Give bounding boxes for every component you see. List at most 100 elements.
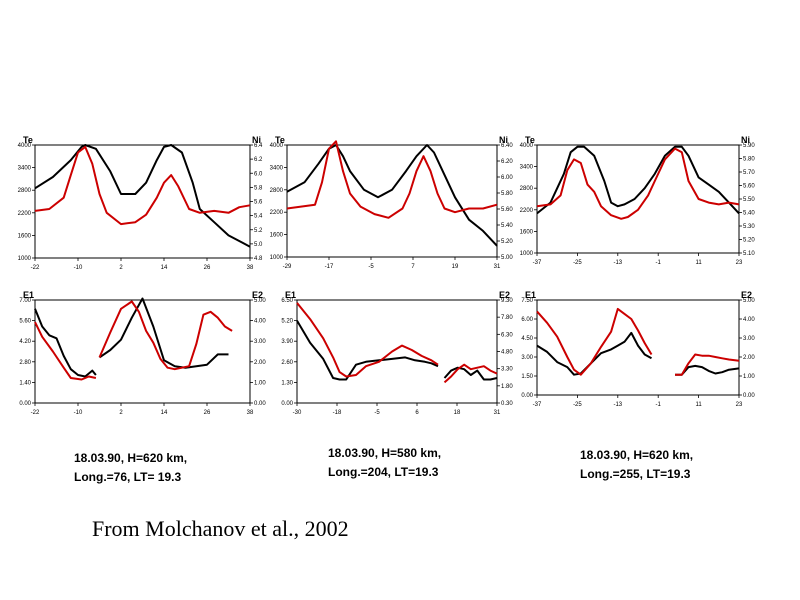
x-tick-label: -22 [31, 265, 40, 271]
caption-left-line2: Long.=76, LT= 19.3 [74, 470, 182, 484]
y-right-tick-label: 6.40 [501, 143, 513, 149]
black-series-line [536, 145, 740, 215]
y-right-tick-label: 4.8 [254, 256, 263, 262]
y-left-tick-label: 1600 [520, 229, 534, 235]
red-series-line [536, 307, 653, 376]
y-right-tick-label: 5.70 [743, 170, 755, 176]
y-left-tick-label: 1.40 [19, 380, 31, 386]
y-left-axis-label: E1 [23, 290, 34, 300]
x-tick-label: -10 [74, 410, 83, 416]
y-left-tick-label: 5.60 [19, 319, 31, 325]
y-right-tick-label: 5.60 [743, 184, 755, 190]
plot-frame [536, 299, 740, 396]
y-right-tick-label: 5.8 [254, 185, 263, 191]
red-series-line [34, 145, 251, 226]
panel-bottom-right: 0.00 1.50 3.00 4.50 6.00 7.50 0.00 1.00 2.00 3.00… [521, 290, 755, 408]
y-left-tick-label: 4.20 [19, 339, 31, 345]
y-left-tick-label: 1600 [270, 233, 284, 239]
caption-left-line1: 18.03.90, H=620 km, [74, 451, 188, 465]
y-left-tick-label: 2.60 [281, 360, 293, 366]
y-left-tick-label: 2200 [270, 210, 284, 216]
x-tick-label: -13 [613, 402, 622, 408]
y-right-tick-label: 6.2 [254, 157, 263, 163]
black-series-line [536, 331, 652, 376]
red-series-line [536, 147, 740, 220]
panel-top-middle: 1000 1600 2200 2800 3400 4000 5.00 5.20 5.40 5.60… [270, 135, 514, 270]
x-tick-label: 14 [161, 410, 168, 416]
y-left-tick-label: 3.00 [521, 355, 533, 361]
x-tick-label: 38 [247, 410, 254, 416]
y-left-axis-label: Te [525, 135, 535, 145]
y-right-tick-label: 2.00 [743, 355, 755, 361]
x-tick-label: 7 [411, 264, 415, 270]
y-left-axis-label: E1 [525, 290, 536, 300]
x-tick-label: -37 [533, 260, 542, 266]
y-left-tick-label: 1000 [18, 256, 32, 262]
y-left-tick-label: 4000 [18, 143, 32, 149]
y-right-tick-label: 5.00 [254, 298, 266, 304]
y-right-tick-label: 5.80 [501, 191, 513, 197]
x-tick-label: 11 [695, 260, 702, 266]
y-right-tick-label: 0.00 [254, 401, 266, 407]
y-left-tick-label: 3400 [270, 165, 284, 171]
y-right-tick-label: 0.00 [743, 393, 755, 399]
y-left-tick-label: 1.50 [521, 374, 533, 380]
x-tick-label: 26 [204, 265, 211, 271]
x-tick-label: -5 [374, 410, 380, 416]
y-right-tick-label: 5.6 [254, 200, 263, 206]
black-series-line [34, 144, 251, 248]
caption-right-line1: 18.03.90, H=620 km, [580, 448, 694, 462]
y-left-tick-label: 1000 [520, 251, 534, 257]
y-left-tick-label: 0.00 [521, 393, 533, 399]
y-right-tick-label: 5.80 [743, 157, 755, 163]
x-tick-label: 6 [415, 410, 419, 416]
y-right-tick-label: 2.00 [254, 360, 266, 366]
x-tick-label: 14 [161, 265, 168, 271]
red-series-line [98, 300, 233, 371]
y-left-tick-label: 4000 [520, 143, 534, 149]
y-right-tick-label: 5.40 [743, 211, 755, 217]
red-series-line [296, 302, 439, 378]
red-series-line [286, 140, 498, 219]
x-tick-label: 11 [695, 402, 702, 408]
y-right-tick-label: 5.50 [743, 197, 755, 203]
x-tick-label: 26 [204, 410, 211, 416]
plot-frame [286, 144, 498, 258]
caption-right: 18.03.90, H=620 km, Long.=255, LT=19.3 [580, 446, 693, 484]
y-left-tick-label: 7.00 [19, 298, 31, 304]
x-tick-label: 38 [247, 265, 254, 271]
black-series-line [443, 366, 498, 381]
y-right-tick-label: 5.10 [743, 251, 755, 257]
y-right-tick-label: 1.00 [254, 380, 266, 386]
y-right-tick-label: 4.80 [501, 350, 513, 356]
y-left-tick-label: 2200 [520, 208, 534, 214]
source-citation: From Molchanov et al., 2002 [92, 516, 349, 541]
caption-middle: 18.03.90, H=580 km, Long.=204, LT=19.3 [328, 444, 441, 482]
y-right-tick-label: 5.60 [501, 207, 513, 213]
y-right-tick-label: 5.40 [501, 223, 513, 229]
y-left-tick-label: 4000 [270, 143, 284, 149]
y-right-tick-label: 3.00 [254, 339, 266, 345]
red-series-line [34, 321, 97, 381]
red-series-line [443, 363, 498, 384]
x-tick-label: -30 [293, 410, 302, 416]
y-left-tick-label: 2800 [270, 188, 284, 194]
x-tick-label: 23 [736, 260, 743, 266]
y-right-tick-label: 5.20 [501, 239, 513, 245]
y-right-tick-label: 5.20 [743, 238, 755, 244]
y-right-tick-label: 5.0 [254, 242, 263, 248]
y-left-tick-label: 1000 [270, 255, 284, 261]
y-left-tick-label: 4.50 [521, 336, 533, 342]
y-right-tick-label: 5.2 [254, 228, 263, 234]
x-tick-label: -25 [573, 260, 582, 266]
y-left-tick-label: 2800 [18, 188, 32, 194]
x-tick-label: 18 [454, 410, 461, 416]
x-tick-label: -17 [325, 264, 334, 270]
y-left-tick-label: 3.90 [281, 339, 293, 345]
panel-bottom-middle: 0.00 1.30 2.60 3.90 5.20 6.50 0.30 1.80 3.30 4.80… [281, 290, 513, 416]
plot-frame [296, 299, 498, 404]
y-right-tick-label: 6.30 [501, 332, 513, 338]
y-right-axis-label: Ni [741, 135, 750, 145]
y-left-tick-label: 5.20 [281, 319, 293, 325]
y-right-axis-label: Ni [252, 135, 261, 145]
